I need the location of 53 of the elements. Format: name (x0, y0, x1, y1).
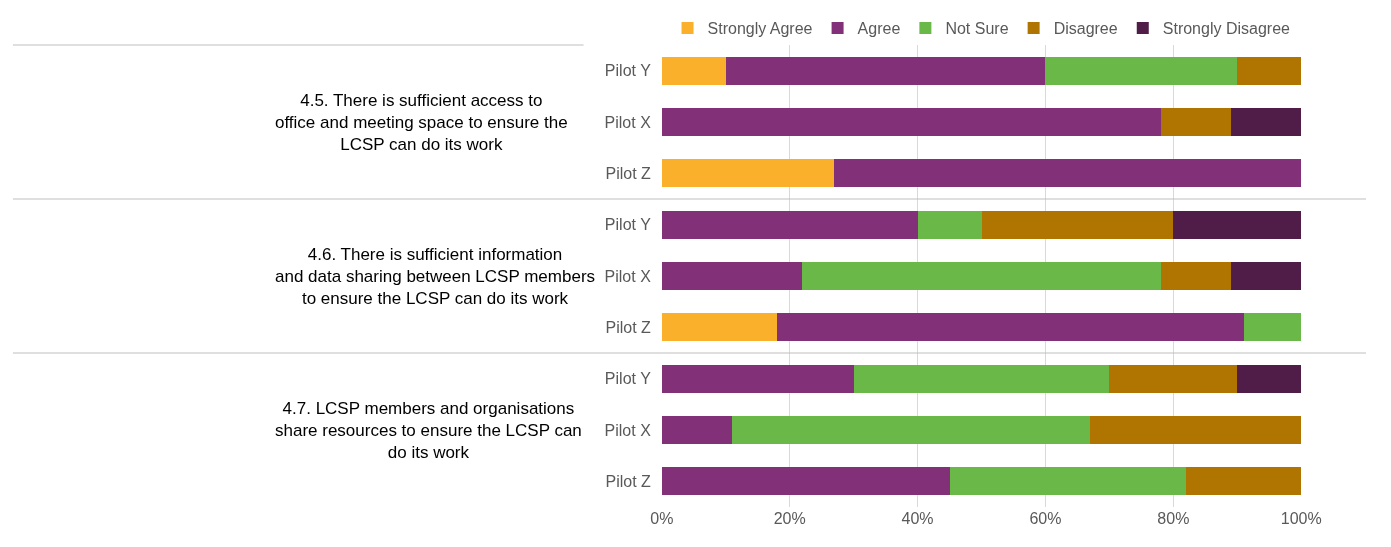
bar (661, 159, 835, 188)
bar (1160, 107, 1231, 137)
text: 4.5. There is sufficient access to office and meeting space to ensure the LCSP can do its work (275, 91, 568, 155)
x-tick-label: 20% (773, 510, 806, 527)
bar (1230, 261, 1302, 291)
text: 4.6. There is sufficient information and data sharing between LCSP members to ensure the LCSP can do its work (275, 245, 596, 309)
x-tick-label: 80% (1157, 510, 1190, 527)
x-tick-label: 60% (1029, 510, 1062, 527)
bar (1173, 210, 1302, 239)
bar (725, 56, 1046, 85)
x-tick-label: 40% (901, 510, 934, 527)
y-tick-label: Pilot Y (604, 370, 652, 388)
x-tick-label: 0% (650, 510, 674, 527)
bar (1230, 107, 1302, 137)
bar (732, 415, 1091, 445)
bar (1109, 364, 1238, 393)
bar (1237, 56, 1302, 85)
bar (917, 210, 982, 239)
bar (661, 313, 777, 342)
y-tick-label: Pilot Z (605, 164, 652, 182)
bar (949, 467, 1187, 496)
bar (802, 261, 1161, 291)
x-tick-label: 100% (1280, 510, 1322, 527)
y-tick-label: Pilot X (604, 113, 652, 131)
bar (1045, 56, 1238, 85)
legend-label: Agree (857, 20, 901, 38)
bar (1090, 415, 1302, 445)
bar (1160, 261, 1231, 291)
bar (853, 364, 1110, 393)
bar (834, 159, 1302, 188)
bar (981, 210, 1174, 239)
bar (661, 261, 803, 291)
y-tick-label: Pilot Z (605, 472, 652, 490)
legend-label: Not Sure (945, 20, 1009, 38)
legend-label: Strongly Agree (707, 20, 813, 38)
y-tick-label: Pilot Y (604, 216, 652, 234)
bar (1186, 467, 1302, 496)
text: 4.7. LCSP members and organisations share resources to ensure the LCSP can do its work (275, 399, 582, 463)
bar (1243, 313, 1302, 342)
legend-label: Strongly Disagree (1162, 20, 1291, 38)
y-tick-label: Pilot X (604, 267, 652, 285)
bar (776, 313, 1244, 342)
bar (661, 107, 1161, 137)
y-tick-label: Pilot X (604, 421, 652, 439)
bar (661, 210, 918, 239)
bar (661, 56, 726, 85)
bar (661, 415, 733, 445)
bar (661, 467, 950, 496)
bar (661, 364, 854, 393)
bar (1237, 364, 1302, 393)
y-tick-label: Pilot Y (604, 62, 652, 80)
y-tick-label: Pilot Z (605, 318, 652, 336)
legend-label: Disagree (1053, 20, 1118, 38)
